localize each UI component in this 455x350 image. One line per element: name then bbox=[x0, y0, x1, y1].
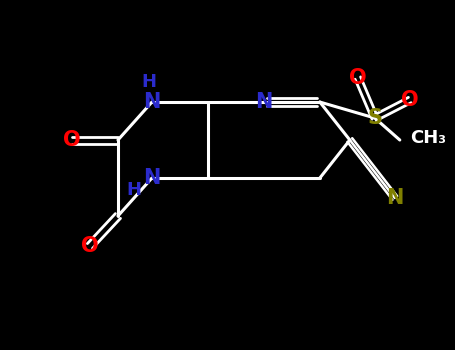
Text: O: O bbox=[401, 90, 419, 110]
Text: O: O bbox=[81, 236, 99, 256]
Text: CH₃: CH₃ bbox=[410, 129, 446, 147]
Text: N: N bbox=[255, 92, 273, 112]
Text: H: H bbox=[142, 73, 157, 91]
Text: O: O bbox=[349, 68, 367, 88]
Text: N: N bbox=[143, 168, 161, 188]
Text: N: N bbox=[386, 188, 404, 208]
Text: N: N bbox=[143, 92, 161, 112]
Text: H: H bbox=[126, 181, 142, 199]
Text: O: O bbox=[63, 130, 81, 150]
Text: S: S bbox=[367, 108, 382, 128]
